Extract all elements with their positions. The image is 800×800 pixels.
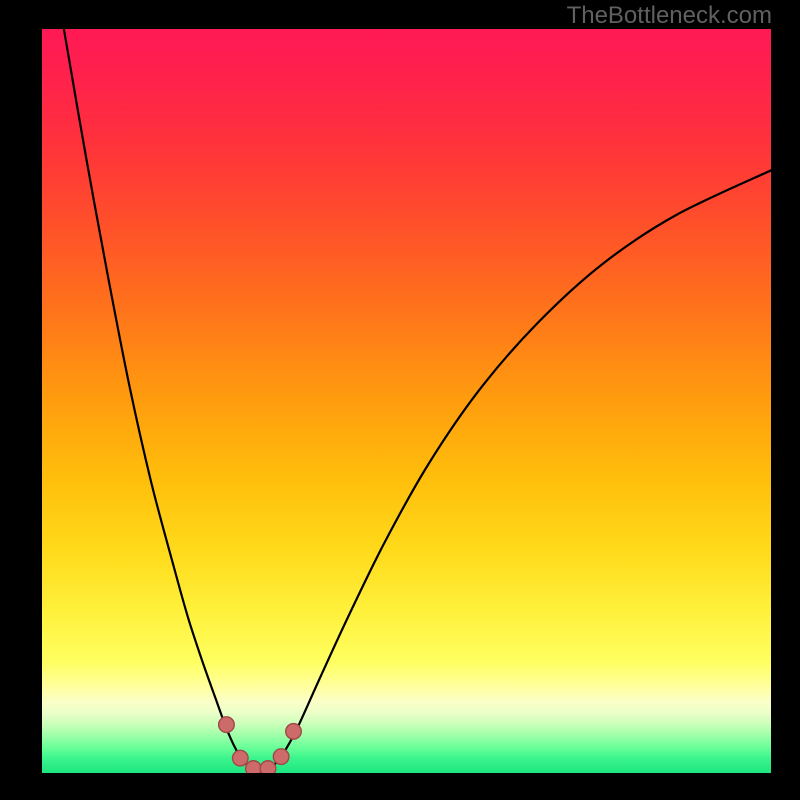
- chart-container: { "watermark": { "text": "TheBottleneck.…: [0, 0, 800, 800]
- data-point-marker: [273, 749, 289, 765]
- watermark-text: TheBottleneck.com: [567, 2, 772, 30]
- data-point-marker: [232, 750, 248, 766]
- data-point-marker: [286, 724, 302, 740]
- data-point-marker: [219, 717, 235, 733]
- bottleneck-chart: [0, 0, 800, 800]
- plot-background-gradient: [42, 29, 771, 773]
